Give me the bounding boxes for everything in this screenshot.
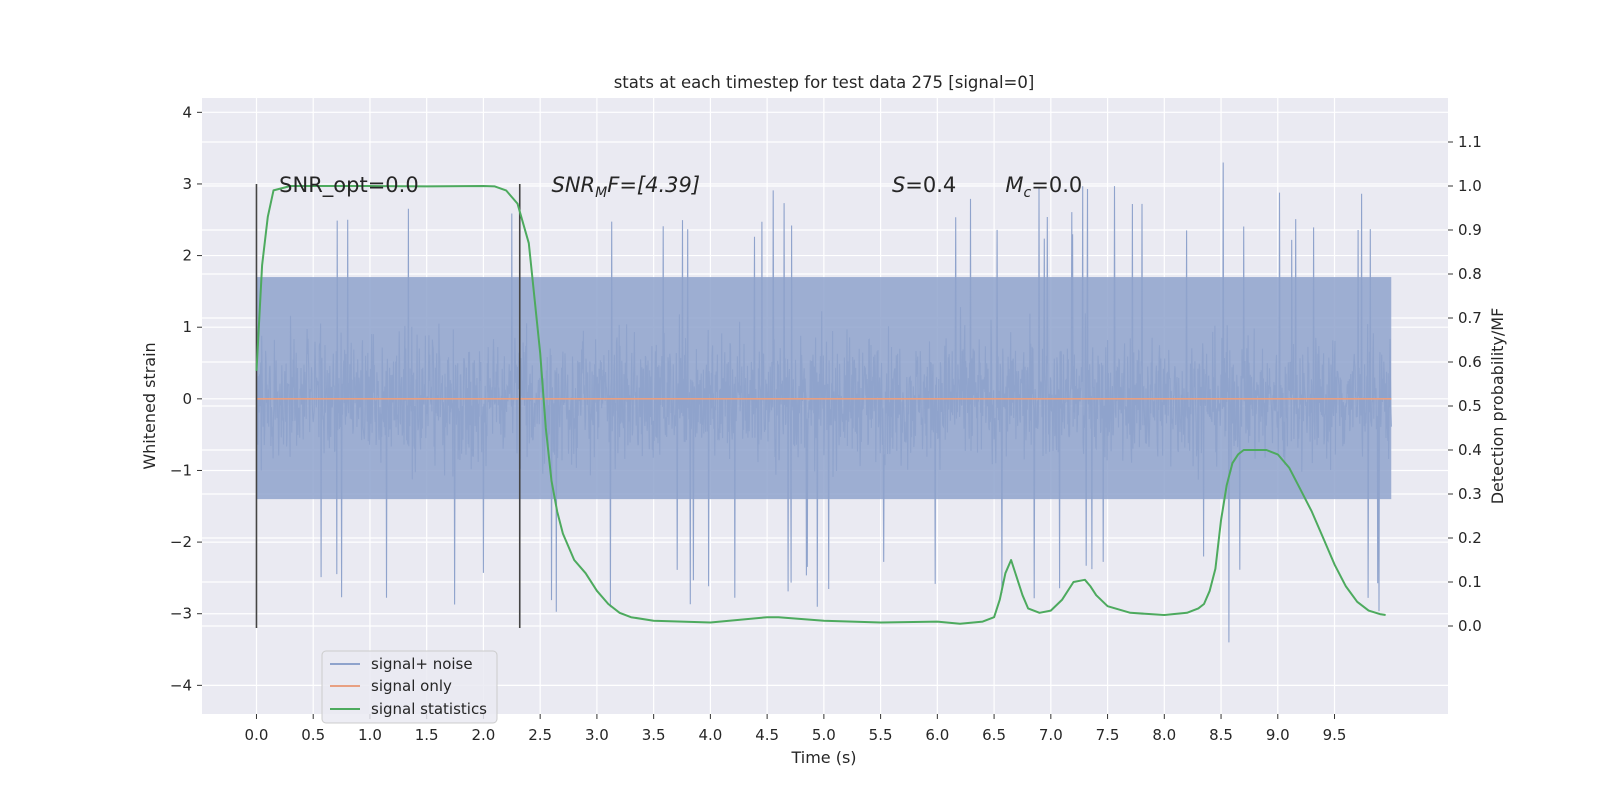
noise-layer bbox=[255, 162, 1392, 643]
legend-label-signal-statistics: signal statistics bbox=[371, 700, 487, 718]
y-tick-label-right: 0.1 bbox=[1458, 573, 1482, 591]
y-tick-label-left: −3 bbox=[170, 605, 192, 623]
annotation-text: SNRMF=[4.39] bbox=[552, 173, 701, 201]
y-tick-label-left: −4 bbox=[170, 676, 192, 694]
y-tick-label-left: 2 bbox=[182, 247, 192, 265]
y-tick-label-right: 0.6 bbox=[1458, 353, 1482, 371]
legend: signal+ noise signal only signal statist… bbox=[321, 650, 498, 724]
y-tick-label-right: 0.0 bbox=[1458, 617, 1482, 635]
x-tick-label: 5.5 bbox=[869, 726, 893, 744]
x-axis-label: Time (s) bbox=[790, 748, 856, 767]
annotation-layer: SNR_opt=0.0 SNRMF=[4.39] S=0.4 Mc=0.0 bbox=[279, 173, 1082, 201]
chart-title: stats at each timestep for test data 275… bbox=[614, 73, 1035, 92]
x-tick-label: 2.5 bbox=[528, 726, 552, 744]
x-tick-label: 4.5 bbox=[755, 726, 779, 744]
y-tick-label-left: 3 bbox=[182, 175, 192, 193]
y-tick-label-right: 1.0 bbox=[1458, 177, 1482, 195]
legend-box bbox=[321, 650, 498, 724]
x-tick-label: 6.0 bbox=[925, 726, 949, 744]
x-tick-label: 7.5 bbox=[1096, 726, 1120, 744]
x-tick-label: 7.0 bbox=[1039, 726, 1063, 744]
y-tick-label-right: 0.8 bbox=[1458, 265, 1482, 283]
x-tick-label: 1.0 bbox=[358, 726, 382, 744]
x-tick-label: 3.0 bbox=[585, 726, 609, 744]
series-signal-noise bbox=[255, 162, 1392, 643]
x-tick-label: 9.5 bbox=[1323, 726, 1347, 744]
lines-layer bbox=[255, 183, 1392, 629]
y-axis-label-right: Detection probability/MF bbox=[1488, 308, 1507, 505]
x-tick-label: 8.0 bbox=[1152, 726, 1176, 744]
annotation-text: Mc=0.0 bbox=[1005, 173, 1082, 201]
y-tick-label-left: −1 bbox=[170, 461, 192, 479]
y-tick-label-right: 0.2 bbox=[1458, 529, 1482, 547]
x-tick-label: 5.0 bbox=[812, 726, 836, 744]
y-tick-label-right: 0.5 bbox=[1458, 397, 1482, 415]
series-signal-statistics bbox=[255, 185, 1386, 625]
x-tick-label: 8.5 bbox=[1209, 726, 1233, 744]
x-tick-label: 1.5 bbox=[415, 726, 439, 744]
axes-layer: 0.0 0.5 1.0 1.5 2.0 2.5 3.0 3.5 4.0 4.5 5.0 5.5 6.0 6… bbox=[170, 103, 1482, 744]
y-axis-label-left: Whitened strain bbox=[140, 342, 159, 469]
legend-label-signal-noise: signal+ noise bbox=[371, 655, 473, 673]
x-tick-label: 4.0 bbox=[698, 726, 722, 744]
y-tick-label-right: 0.7 bbox=[1458, 309, 1482, 327]
annotation-text: SNR_opt=0.0 bbox=[279, 173, 419, 198]
y-tick-label-left: 1 bbox=[182, 318, 192, 336]
y-tick-label-right: 1.1 bbox=[1458, 133, 1482, 151]
x-tick-label: 0.0 bbox=[245, 726, 269, 744]
y-tick-label-left: −2 bbox=[170, 533, 192, 551]
y-tick-label-left: 4 bbox=[182, 103, 192, 121]
y-tick-label-right: 0.4 bbox=[1458, 441, 1482, 459]
x-tick-label: 3.5 bbox=[642, 726, 666, 744]
y-tick-label-right: 0.3 bbox=[1458, 485, 1482, 503]
x-tick-label: 6.5 bbox=[982, 726, 1006, 744]
x-tick-label: 2.0 bbox=[471, 726, 495, 744]
y-tick-label-left: 0 bbox=[182, 390, 192, 408]
legend-label-signal-only: signal only bbox=[371, 677, 452, 695]
y-tick-label-right: 0.9 bbox=[1458, 221, 1482, 239]
annotation-text: S=0.4 bbox=[892, 173, 956, 197]
x-tick-label: 0.5 bbox=[301, 726, 325, 744]
x-tick-label: 9.0 bbox=[1266, 726, 1290, 744]
